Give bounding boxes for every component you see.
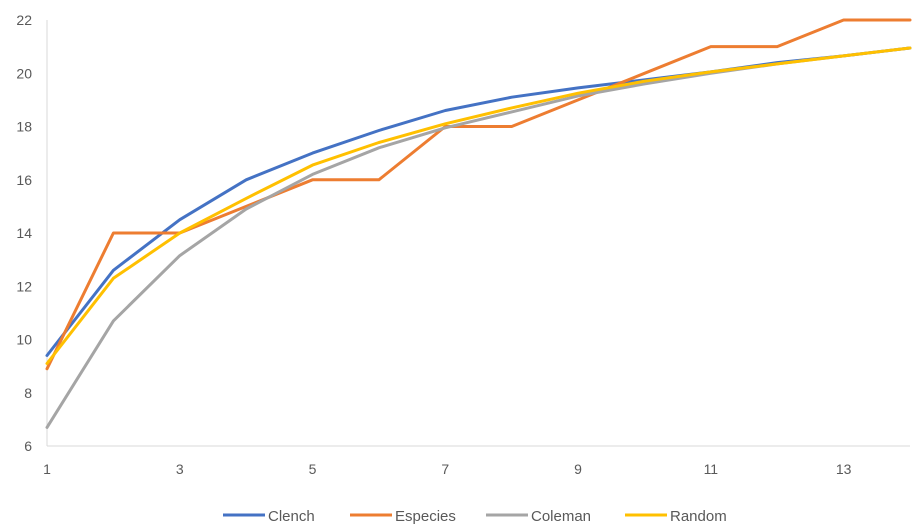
series-line-clench: [45, 46, 912, 357]
x-axis-ticks: 1 3 5 7 9 11 13: [43, 461, 852, 477]
legend-item-especies: Especies: [350, 508, 456, 524]
y-tick-label: 12: [16, 278, 32, 294]
legend: Clench Especies Coleman Random: [223, 508, 727, 524]
x-tick-label: 9: [574, 461, 582, 477]
x-tick-label: 11: [704, 461, 719, 477]
legend-item-coleman: Coleman: [486, 508, 591, 524]
legend-label: Random: [670, 508, 727, 524]
y-axis-ticks: 6 8 10 12 14 16 18 20 22: [16, 12, 32, 454]
y-tick-label: 16: [16, 172, 32, 188]
y-tick-label: 22: [16, 12, 32, 28]
legend-label: Clench: [268, 508, 315, 524]
x-tick-label: 3: [176, 461, 184, 477]
y-tick-label: 18: [16, 119, 32, 135]
legend-item-clench: Clench: [223, 508, 315, 524]
x-tick-label: 1: [43, 461, 51, 477]
y-tick-label: 14: [16, 225, 32, 241]
y-tick-label: 10: [16, 332, 32, 348]
legend-label: Coleman: [531, 508, 591, 524]
series-lines: [45, 18, 912, 429]
y-tick-label: 20: [16, 65, 32, 81]
legend-label: Especies: [395, 508, 456, 524]
y-tick-label: 8: [24, 385, 32, 401]
legend-item-random: Random: [625, 508, 727, 524]
y-tick-label: 6: [24, 438, 32, 454]
x-tick-label: 13: [836, 461, 852, 477]
series-line-random: [45, 46, 912, 365]
x-tick-label: 5: [309, 461, 317, 477]
series-line-especies: [45, 18, 912, 371]
x-tick-label: 7: [441, 461, 449, 477]
